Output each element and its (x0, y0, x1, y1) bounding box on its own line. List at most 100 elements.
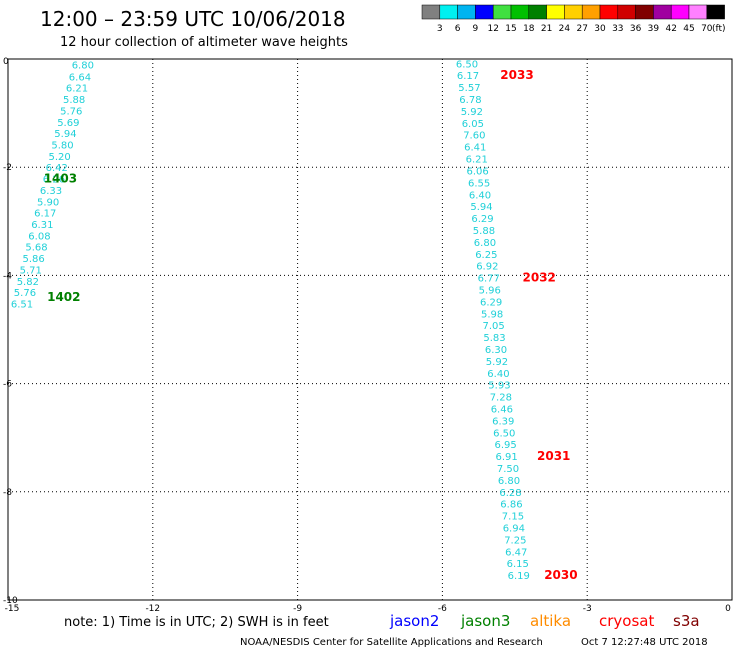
pass-time-label: 2031 (537, 449, 570, 463)
swh-value-label: 5.80 (51, 141, 73, 152)
colorbar-tick-label: 27 (576, 24, 587, 34)
swh-value-labels: 6.806.646.215.885.765.695.945.805.206.42… (11, 59, 530, 582)
swh-value-label: 5.92 (486, 357, 508, 368)
plot-frame (7, 58, 733, 601)
y-tick-label: -6 (3, 380, 12, 390)
swh-value-label: 6.64 (69, 72, 91, 83)
y-tick-label: -4 (3, 271, 12, 281)
swh-value-label: 5.76 (60, 106, 82, 117)
swh-value-label: 6.28 (499, 488, 521, 499)
legend-item-cryosat: cryosat (599, 612, 654, 630)
swh-value-label: 5.82 (17, 277, 39, 288)
colorbar-tick-label: 12 (487, 24, 498, 34)
footnote: note: 1) Time is in UTC; 2) SWH is in fe… (64, 615, 329, 630)
x-tick-label: -3 (583, 604, 592, 614)
colorbar-swatch (635, 4, 654, 20)
colorbar-swatch (688, 4, 708, 20)
pass-time-label: 2033 (500, 68, 533, 82)
swh-value-label: 7.05 (483, 321, 505, 332)
swh-value-label: 5.98 (481, 309, 503, 320)
swh-value-label: 6.51 (11, 300, 33, 311)
swh-value-label: 6.40 (469, 190, 491, 201)
colorbar-swatch (475, 4, 494, 20)
chart-title: 12:00 – 23:59 UTC 10/06/2018 (40, 7, 346, 31)
colorbar-swatch (670, 4, 690, 20)
swh-value-label: 6.94 (503, 524, 525, 535)
swh-value-label: 6.80 (474, 238, 496, 249)
swh-value-label: 6.77 (478, 274, 500, 285)
colorbar-tick-label: 15 (505, 24, 516, 34)
colorbar-swatch (564, 4, 583, 20)
colorbar-tick-label: 18 (523, 24, 535, 34)
colorbar-tick-label: 21 (541, 24, 552, 34)
colorbar-tick-label: 36 (630, 24, 642, 34)
swh-value-label: 6.50 (456, 59, 478, 70)
x-tick-label: -12 (145, 604, 160, 614)
swh-value-label: 7.60 (463, 131, 485, 142)
x-tick-label: -15 (5, 604, 20, 614)
swh-value-label: 6.06 (467, 166, 489, 177)
colorbar-swatch (599, 4, 619, 20)
colorbar-tick-label: 30 (594, 24, 606, 34)
colorbar-swatch (528, 4, 547, 20)
colorbar-swatch (457, 4, 476, 20)
swh-value-label: 7.15 (502, 512, 524, 523)
swh-value-label: 6.55 (468, 178, 490, 189)
swh-value-label: 6.05 (462, 119, 484, 130)
swh-value-label: 6.31 (31, 220, 53, 231)
swh-value-label: 6.78 (459, 95, 481, 106)
pass-time-label: 1403 (44, 172, 77, 186)
swh-value-label: 5.93 (488, 381, 510, 392)
swh-value-label: 5.94 (54, 129, 76, 140)
colorbar-swatch (546, 4, 565, 20)
swh-value-label: 5.90 (37, 197, 59, 208)
colorbar-unit-label: (ft) (712, 24, 726, 34)
axis-tick-labels: -15 -12 -9 -6 -3 0 0 -2 -4 -6 -8 -10 (3, 57, 731, 614)
colorbar-tick-label: 45 (683, 24, 694, 34)
swh-value-label: 6.80 (498, 476, 520, 487)
swh-value-label: 6.42 (46, 163, 68, 174)
swh-value-label: 5.86 (23, 254, 45, 265)
colorbar-tick-label: 9 (473, 24, 479, 34)
swh-value-label: 5.96 (479, 286, 501, 297)
y-tick-label: 0 (3, 57, 9, 67)
legend-item-jason2: jason2 (389, 612, 439, 630)
colorbar: 3 6 9 12 15 18 21 24 27 30 33 36 39 42 45 70 (421, 4, 725, 34)
swh-value-label: 5.88 (473, 226, 495, 237)
swh-value-label: 5.68 (25, 243, 47, 254)
pass-time-label: 2030 (544, 568, 577, 582)
swh-value-label: 6.41 (464, 143, 486, 154)
colorbar-swatch (706, 4, 725, 20)
colorbar-swatch (492, 4, 512, 20)
satellite-legend: jason2 jason3 altika cryosat s3a (389, 612, 700, 630)
legend-item-altika: altika (530, 612, 571, 630)
swh-value-label: 6.21 (466, 155, 488, 166)
swh-value-label: 6.26 (43, 175, 65, 186)
swh-value-label: 7.25 (504, 535, 526, 546)
colorbar-tick-label: 70 (701, 24, 713, 34)
swh-value-label: 6.86 (500, 500, 522, 511)
swh-value-label: 5.88 (63, 95, 85, 106)
pass-time-label: 1402 (47, 290, 80, 304)
pass-time-labels: 1403 1402 2033 2032 2031 2030 (44, 68, 578, 582)
colorbar-swatch (617, 4, 636, 20)
colorbar-swatch (439, 4, 458, 20)
swh-value-label: 6.39 (492, 416, 514, 427)
generated-timestamp: Oct 7 12:27:48 UTC 2018 (581, 637, 708, 648)
colorbar-tick-label: 39 (648, 24, 660, 34)
swh-value-label: 6.21 (66, 84, 88, 95)
colorbar-tick-label: 42 (665, 24, 676, 34)
colorbar-tick-label: 3 (437, 24, 443, 34)
swh-value-label: 5.94 (470, 202, 492, 213)
colorbar-tick-label: 24 (559, 24, 571, 34)
swh-value-label: 6.80 (72, 60, 94, 71)
swh-value-label: 5.20 (49, 152, 71, 163)
y-tick-label: -8 (3, 488, 12, 498)
swh-value-label: 6.47 (505, 547, 527, 558)
swh-value-label: 5.83 (483, 333, 505, 344)
legend-item-s3a: s3a (673, 612, 700, 630)
swh-value-label: 5.71 (20, 265, 42, 276)
swh-value-label: 5.76 (14, 288, 36, 299)
swh-value-label: 6.30 (485, 345, 507, 356)
